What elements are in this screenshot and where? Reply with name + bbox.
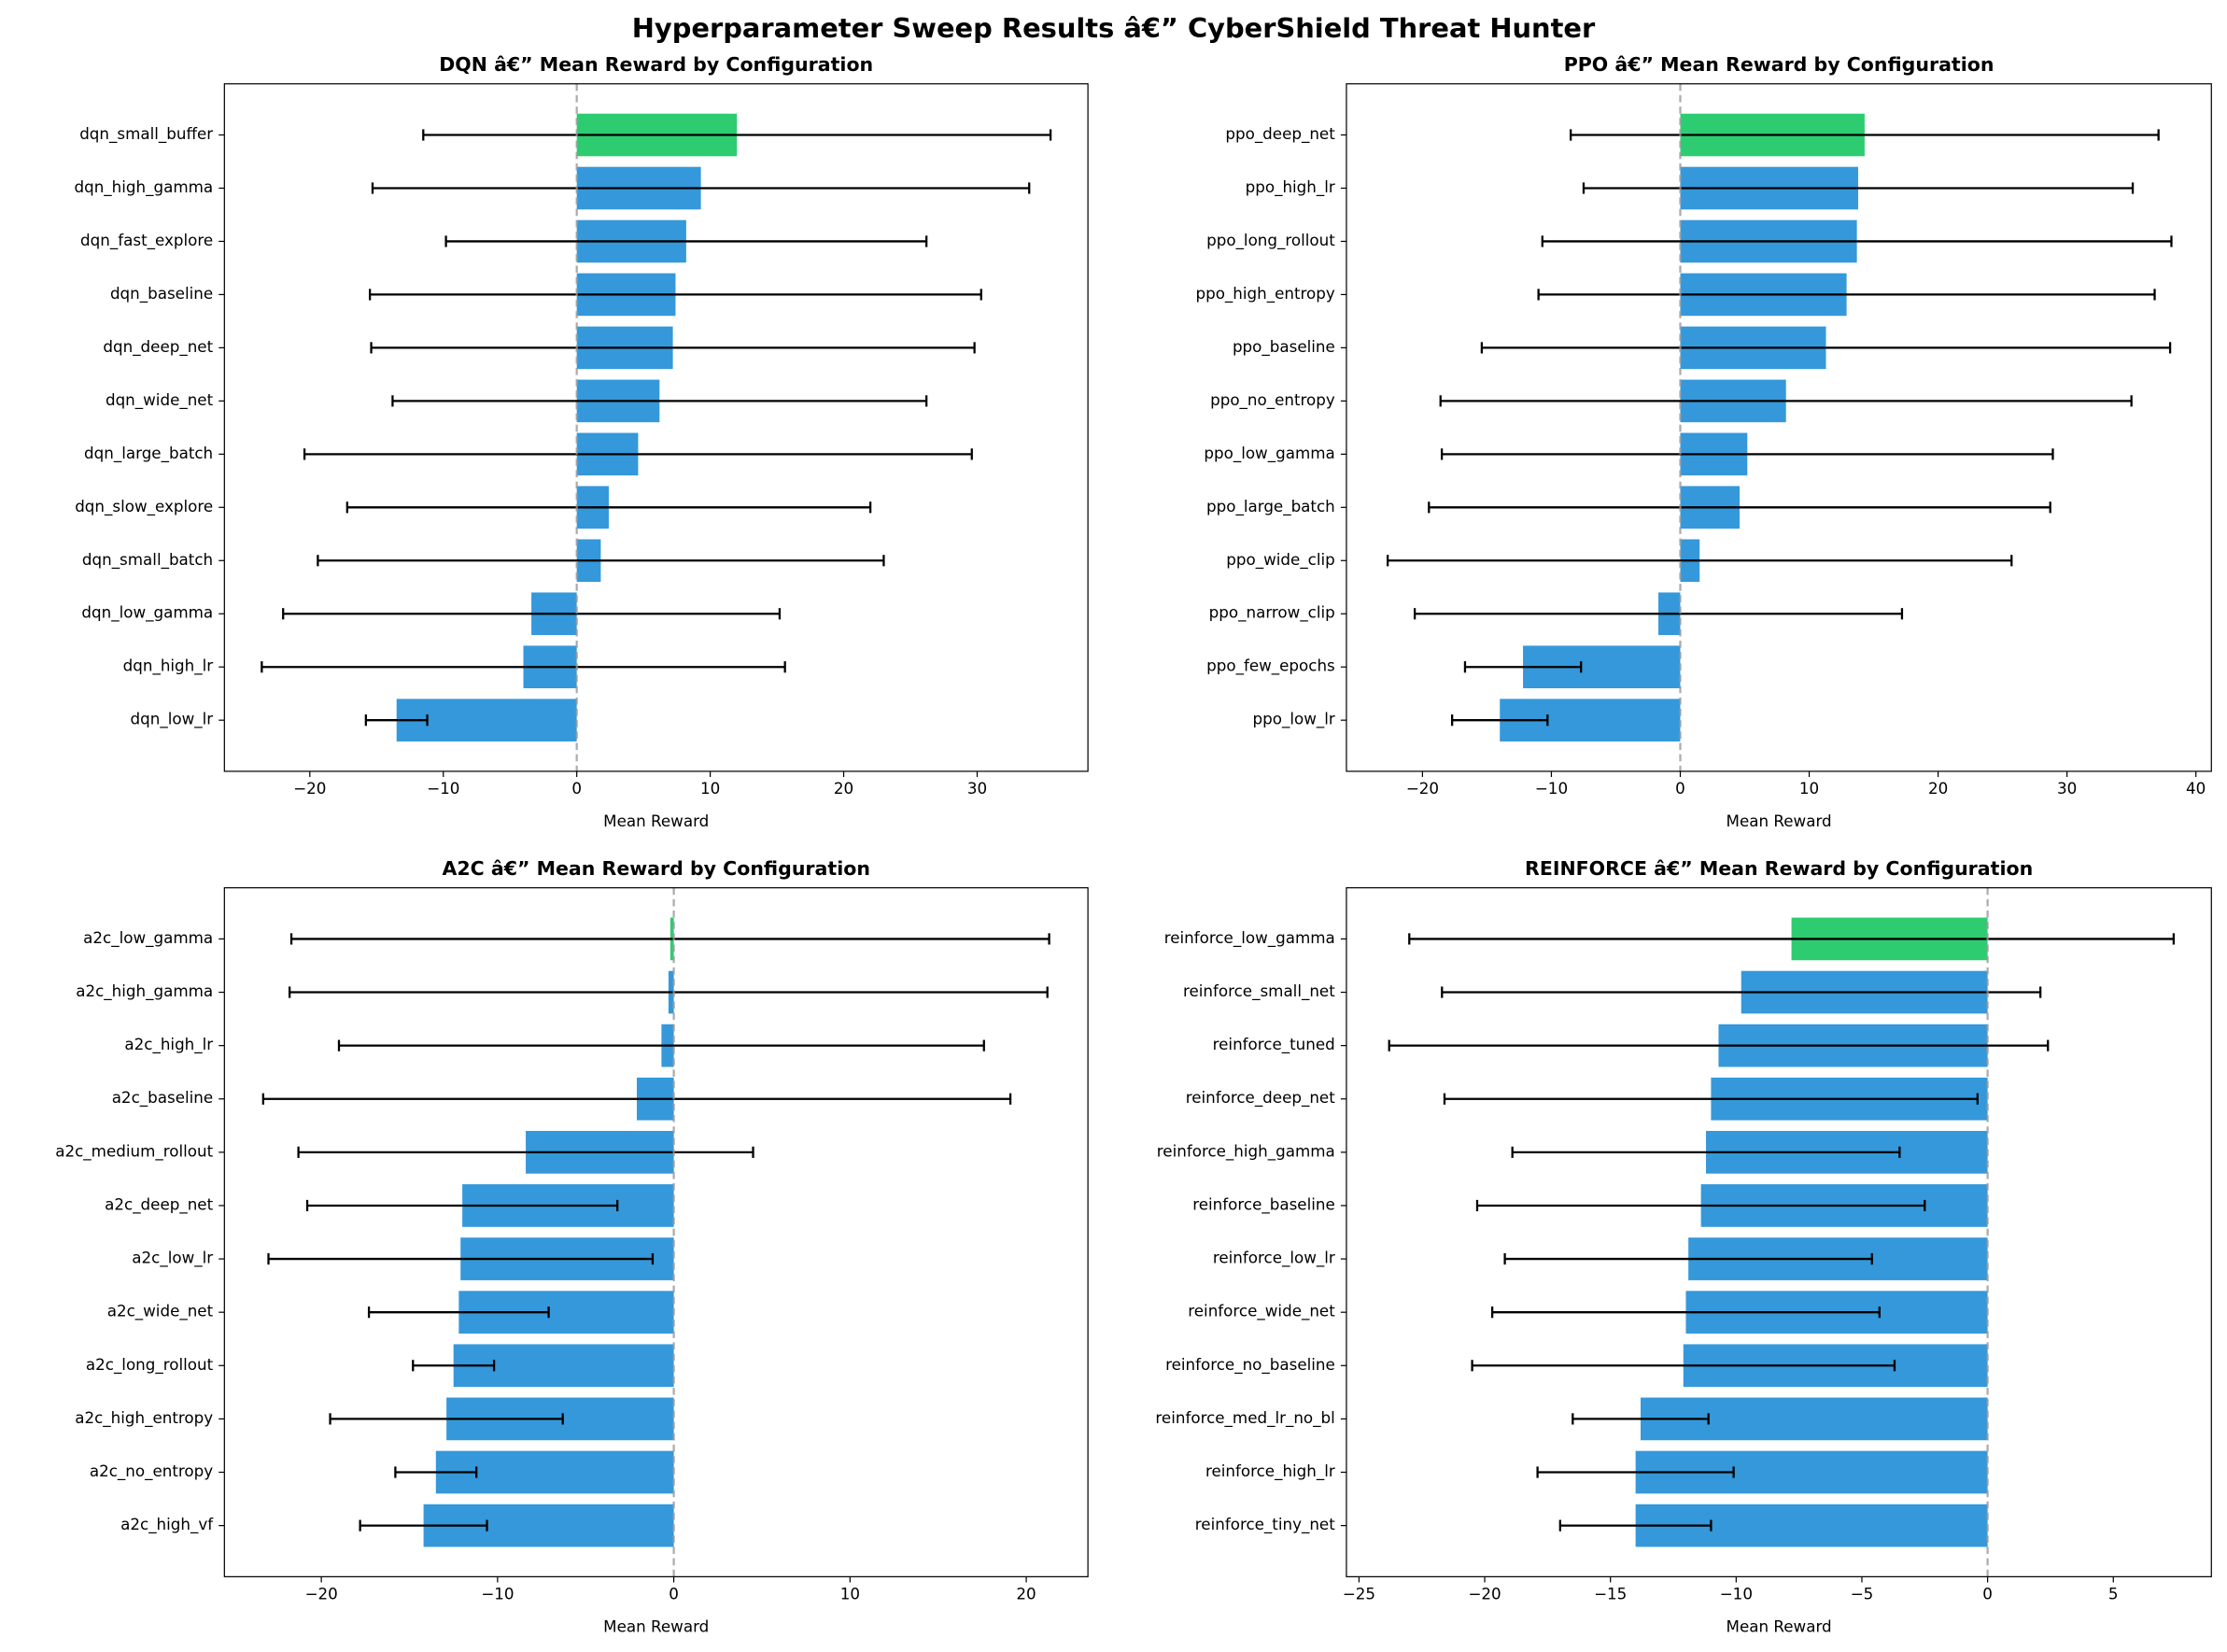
y-tick-label: dqn_small_batch [82,550,213,570]
x-tick-label: 40 [2186,779,2206,798]
y-tick-label: ppo_long_rollout [1206,231,1335,250]
axes-frame [223,887,1089,1577]
x-tick-label: 5 [2108,1585,2119,1603]
x-tick-label: −5 [1851,1585,1874,1603]
x-tick-label: −20 [304,1585,337,1603]
x-tick-label: −10 [427,779,459,798]
y-tick-label: reinforce_small_net [1183,981,1335,1001]
y-tick-label: a2c_high_lr [124,1035,213,1054]
figure-title: Hyperparameter Sweep Results â€” CyberSh… [632,12,1596,44]
x-tick-label: −25 [1343,1585,1375,1603]
y-tick-label: dqn_wide_net [106,390,214,410]
x-tick-label: 0 [571,779,582,798]
y-tick-label: a2c_no_entropy [90,1461,213,1481]
y-tick-label: a2c_high_gamma [76,981,213,1001]
x-tick-label: 20 [834,779,853,798]
y-tick-label: dqn_fast_explore [80,231,213,250]
y-tick-label: ppo_large_batch [1206,497,1335,516]
y-tick-label: a2c_baseline [112,1088,213,1108]
subplot-title: PPO â€” Mean Reward by Configuration [1564,53,1994,76]
x-tick-label: 0 [669,1585,679,1603]
y-tick-label: ppo_low_lr [1253,710,1335,729]
y-tick-label: ppo_high_lr [1246,177,1335,197]
y-tick-label: reinforce_baseline [1192,1194,1335,1214]
y-tick-label: dqn_large_batch [84,444,213,463]
y-tick-label: a2c_low_lr [132,1249,213,1268]
y-tick-label: ppo_wide_clip [1226,550,1334,570]
subplot: A2C â€” Mean Reward by Configuration a2c_… [55,857,1089,1636]
y-tick-label: dqn_slow_explore [75,497,213,516]
x-tick-label: 20 [1928,779,1948,798]
subplot: REINFORCE â€” Mean Reward by Configurati… [1155,857,2212,1636]
subplot-title: DQN â€” Mean Reward by Configuration [439,53,873,76]
x-tick-label: 0 [1982,1585,1993,1603]
y-tick-label: dqn_high_gamma [74,177,213,197]
y-tick-label: dqn_deep_net [103,337,213,357]
y-tick-label: a2c_deep_net [105,1194,213,1214]
y-tick-label: ppo_deep_net [1225,124,1335,144]
y-tick-label: a2c_low_gamma [83,928,213,948]
y-tick-label: ppo_few_epochs [1206,657,1335,676]
x-tick-label: 20 [1016,1585,1036,1603]
x-axis-label: Mean Reward [1727,1617,1832,1636]
y-tick-label: a2c_wide_net [107,1302,214,1321]
x-tick-label: 10 [1799,779,1819,798]
y-tick-label: reinforce_high_gamma [1157,1141,1335,1161]
y-tick-label: ppo_no_entropy [1210,390,1335,410]
x-tick-label: −10 [1535,779,1568,798]
axes-frame [1346,83,2212,772]
y-tick-label: reinforce_wide_net [1188,1302,1335,1321]
y-tick-label: a2c_long_rollout [86,1355,214,1375]
y-tick-label: dqn_small_buffer [79,124,213,144]
subplot: PPO â€” Mean Reward by Configuration ppo_… [1195,53,2212,830]
y-tick-label: ppo_baseline [1233,337,1335,357]
x-tick-label: −10 [1720,1585,1753,1603]
y-tick-label: ppo_narrow_clip [1209,603,1335,623]
subplot: DQN â€” Mean Reward by Configuration dqn_… [74,53,1089,830]
subplot-title: A2C â€” Mean Reward by Configuration [443,857,870,880]
y-tick-label: ppo_high_entropy [1195,284,1334,304]
x-tick-label: −20 [1406,779,1439,798]
x-tick-label: 10 [840,1585,860,1603]
subplot-title: REINFORCE â€” Mean Reward by Configurati… [1525,857,2033,880]
x-tick-label: 30 [2057,779,2077,798]
x-tick-label: 30 [967,779,987,798]
axes-frame [223,83,1089,772]
axes-frame [1346,887,2212,1577]
y-tick-label: a2c_high_vf [120,1515,214,1534]
x-axis-label: Mean Reward [603,1617,709,1636]
x-axis-label: Mean Reward [1727,812,1832,830]
x-tick-label: −10 [481,1585,514,1603]
y-tick-label: a2c_high_entropy [75,1408,213,1428]
y-tick-label: reinforce_high_lr [1205,1461,1335,1481]
y-tick-label: dqn_high_lr [123,657,214,676]
y-tick-label: dqn_low_gamma [81,603,213,623]
x-tick-label: −20 [293,779,326,798]
y-tick-label: reinforce_tiny_net [1195,1515,1335,1534]
x-tick-label: −20 [1468,1585,1501,1603]
x-tick-label: −15 [1594,1585,1627,1603]
x-axis-label: Mean Reward [603,812,709,830]
y-tick-label: a2c_medium_rollout [55,1141,213,1161]
y-tick-label: dqn_baseline [110,284,213,304]
y-tick-label: reinforce_low_lr [1213,1249,1335,1268]
y-tick-label: reinforce_deep_net [1186,1088,1336,1108]
y-tick-label: reinforce_med_lr_no_bl [1155,1408,1334,1428]
x-tick-label: 0 [1675,779,1685,798]
y-tick-label: ppo_low_gamma [1204,444,1334,463]
y-tick-label: reinforce_low_gamma [1164,928,1335,948]
y-tick-label: reinforce_tuned [1213,1035,1335,1054]
y-tick-label: dqn_low_lr [131,710,214,729]
x-tick-label: 10 [700,779,720,798]
y-tick-label: reinforce_no_baseline [1165,1355,1335,1375]
